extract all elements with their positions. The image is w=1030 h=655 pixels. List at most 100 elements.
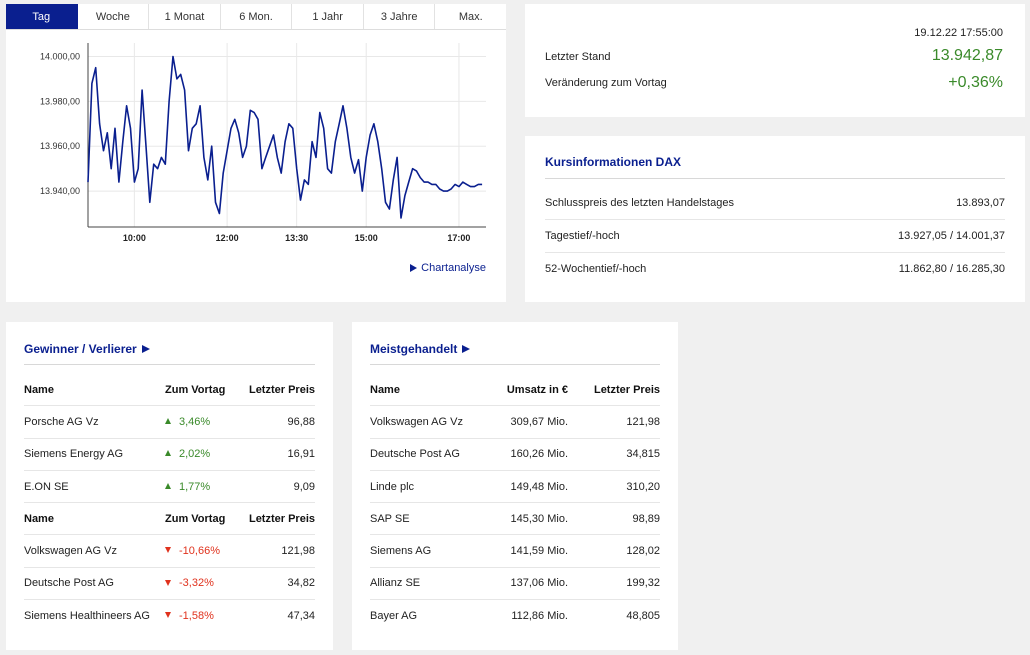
- tab-max[interactable]: Max.: [458, 10, 483, 23]
- change-value: -1,58%: [179, 610, 214, 623]
- divider: [370, 364, 660, 365]
- change-value: 1,77%: [179, 480, 211, 493]
- table-header: Name Zum Vortag Letzter Preis: [24, 503, 315, 536]
- up-arrow-icon: [165, 482, 171, 489]
- info-label: Tagestief/-hoch: [545, 230, 620, 242]
- most-traded-card: Meistgehandelt Name Umsatz in € Letzter …: [352, 322, 678, 650]
- price-value: 128,02: [626, 545, 660, 558]
- turnover-value: 141,59 Mio.: [510, 545, 568, 558]
- change-value: -10,66%: [179, 545, 220, 558]
- table-header: Name Zum Vortag Letzter Preis: [24, 374, 315, 407]
- winners-losers-table: Name Zum Vortag Letzter Preis Porsche AG…: [24, 374, 315, 632]
- col-name: Name: [24, 383, 54, 396]
- turnover-value: 309,67 Mio.: [510, 415, 568, 428]
- tab-day[interactable]: Tag: [6, 4, 78, 29]
- price-value: 48,805: [626, 610, 660, 623]
- table-row[interactable]: SAP SE 145,30 Mio. 98,89: [370, 503, 660, 536]
- y-tick-label: 13.960,00: [40, 141, 80, 151]
- stock-name: E.ON SE: [24, 480, 69, 493]
- table-row[interactable]: E.ON SE 1,77% 9,09: [24, 471, 315, 504]
- down-arrow-icon: [165, 612, 171, 619]
- winners-losers-card: Gewinner / Verlierer Name Zum Vortag Let…: [6, 322, 333, 650]
- stock-name: Porsche AG Vz: [24, 415, 99, 428]
- price-value: 121,98: [281, 545, 315, 558]
- tab-1-month[interactable]: 1 Monat: [149, 4, 221, 29]
- x-tick-label: 15:00: [355, 233, 378, 243]
- table-row[interactable]: Linde plc 149,48 Mio. 310,20: [370, 471, 660, 504]
- stock-name: Volkswagen AG Vz: [370, 415, 463, 428]
- table-row[interactable]: Bayer AG 112,86 Mio. 48,805: [370, 600, 660, 632]
- info-label: 52-Wochentief/-hoch: [545, 262, 647, 275]
- info-row-daily-range: Tagestief/-hoch 13.927,05 / 14.001,37: [545, 220, 1005, 253]
- table-row[interactable]: Porsche AG Vz 3,46% 96,88: [24, 406, 315, 439]
- chartanalyse-link[interactable]: Chartanalyse: [410, 262, 486, 274]
- play-arrow-icon: [410, 264, 418, 272]
- last-value: 13.942,87: [931, 47, 1003, 64]
- price-value: 34,815: [626, 448, 660, 461]
- tab-3-years[interactable]: 3 Jahre: [364, 4, 436, 29]
- x-tick-label: 10:00: [123, 233, 146, 243]
- down-arrow-icon: [165, 547, 171, 554]
- col-name: Name: [24, 512, 54, 525]
- divider: [545, 178, 1005, 179]
- stock-name: Linde plc: [370, 480, 415, 493]
- tab-1-year[interactable]: 1 Jahr: [292, 4, 364, 29]
- turnover-value: 145,30 Mio.: [510, 512, 568, 525]
- chartanalyse-label: Chartanalyse: [421, 262, 486, 274]
- last-value-label: Letzter Stand: [545, 51, 611, 63]
- table-row[interactable]: Siemens Healthineers AG -1,58% 47,34: [24, 600, 315, 632]
- most-traded-link[interactable]: Meistgehandelt: [370, 342, 471, 356]
- x-tick-label: 17:00: [447, 233, 470, 243]
- info-label: Schlusspreis des letzten Handelstages: [545, 197, 734, 209]
- stock-name: Siemens Energy AG: [24, 448, 124, 461]
- play-arrow-icon: [462, 344, 471, 353]
- col-change: Zum Vortag: [165, 512, 226, 525]
- stock-name: Deutsche Post AG: [370, 448, 460, 461]
- col-price: Letzter Preis: [248, 383, 315, 396]
- up-arrow-icon: [165, 418, 171, 425]
- price-value: 34,82: [287, 577, 315, 590]
- dax-price-line: [87, 55, 483, 219]
- up-arrow-icon: [165, 450, 171, 457]
- price-value: 16,91: [287, 448, 315, 461]
- x-tick-label: 12:00: [216, 233, 239, 243]
- table-header: Name Umsatz in € Letzter Preis: [370, 374, 660, 407]
- chart-card: Tag Woche 1 Monat 6 Mon. 1 Jahr 3 Jahre …: [6, 4, 506, 302]
- col-name: Name: [370, 383, 400, 396]
- stock-name: Deutsche Post AG: [24, 577, 114, 590]
- table-row[interactable]: Deutsche Post AG -3,32% 34,82: [24, 568, 315, 601]
- change-value: 3,46%: [179, 415, 211, 428]
- table-row[interactable]: Volkswagen AG Vz -10,66% 121,98: [24, 535, 315, 568]
- winners-losers-link[interactable]: Gewinner / Verlierer: [24, 342, 150, 356]
- price-chart[interactable]: 14.000,00 13.980,00 13.960,00 13.940,00 10:0…: [6, 30, 506, 260]
- divider: [24, 364, 315, 365]
- table-row[interactable]: Allianz SE 137,06 Mio. 199,32: [370, 568, 660, 601]
- stock-name: Siemens AG: [370, 545, 432, 558]
- table-row[interactable]: Siemens Energy AG 2,02% 16,91: [24, 439, 315, 471]
- tab-week[interactable]: Woche: [78, 4, 150, 29]
- price-value: 310,20: [626, 480, 660, 493]
- change-label: Veränderung zum Vortag: [545, 77, 667, 89]
- y-tick-label: 14.000,00: [40, 51, 80, 61]
- table-row[interactable]: Volkswagen AG Vz 309,67 Mio. 121,98: [370, 406, 660, 439]
- price-value: 96,88: [287, 415, 315, 428]
- table-row[interactable]: Deutsche Post AG 160,26 Mio. 34,815: [370, 439, 660, 471]
- stock-name: Volkswagen AG Vz: [24, 545, 117, 558]
- info-value: 13.927,05 / 14.001,37: [897, 230, 1005, 242]
- tab-6-months[interactable]: 6 Mon.: [221, 4, 293, 29]
- col-change: Zum Vortag: [165, 383, 226, 396]
- col-price: Letzter Preis: [593, 383, 660, 396]
- table-row[interactable]: Siemens AG 141,59 Mio. 128,02: [370, 535, 660, 568]
- quote-card: 19.12.22 17:55:00 Letzter Stand 13.942,8…: [525, 4, 1025, 117]
- change-value: +0,36%: [948, 74, 1003, 91]
- col-turnover: Umsatz in €: [506, 383, 568, 396]
- turnover-value: 112,86 Mio.: [511, 610, 568, 623]
- price-value: 121,98: [626, 415, 660, 428]
- turnover-value: 137,06 Mio.: [510, 577, 568, 590]
- info-row-close: Schlusspreis des letzten Handelstages 13…: [545, 187, 1005, 220]
- most-traded-table: Name Umsatz in € Letzter Preis Volkswage…: [370, 374, 660, 632]
- change-value: 2,02%: [179, 448, 211, 461]
- turnover-value: 149,48 Mio.: [510, 480, 568, 493]
- down-arrow-icon: [165, 579, 171, 586]
- kursinformationen-card: Kursinformationen DAX Schlusspreis des l…: [525, 136, 1025, 302]
